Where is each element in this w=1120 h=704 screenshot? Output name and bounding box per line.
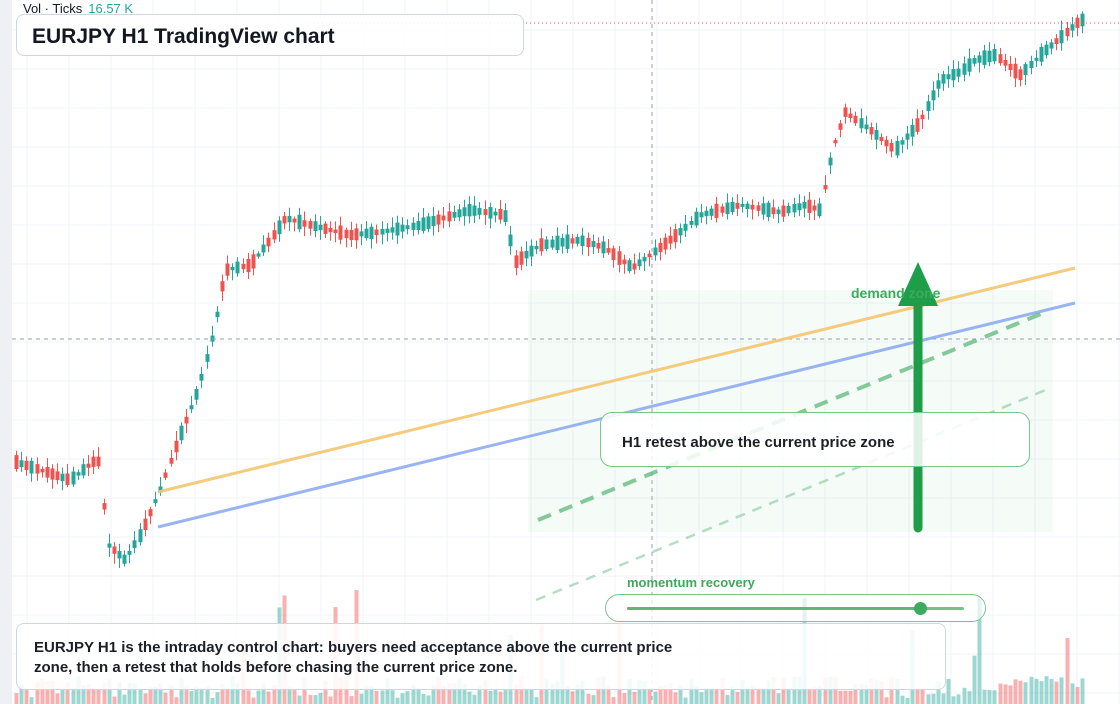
volume-legend: Vol · Ticks 16.57 K (23, 1, 133, 16)
volume-legend-label: Vol · Ticks (23, 1, 83, 16)
momentum-fill (627, 607, 921, 610)
chart-title-box: EURJPY H1 TradingView chart (16, 14, 524, 56)
summary-text: EURJPY H1 is the intraday control chart:… (34, 639, 673, 676)
momentum-slider[interactable] (605, 594, 986, 622)
volume-legend-value: 16.57 K (88, 1, 134, 16)
projection-lower-dashed (535, 387, 1049, 602)
momentum-label: momentum recovery (627, 575, 755, 590)
momentum-knob[interactable] (914, 602, 928, 615)
chart-title: EURJPY H1 TradingView chart (32, 25, 335, 48)
momentum-track (627, 602, 964, 615)
candles (14, 11, 1085, 568)
left-scale-strip (0, 0, 12, 704)
demand-zone-label: demand zone (851, 285, 941, 301)
retest-callout: H1 retest above the current price zone (600, 412, 1030, 467)
retest-callout-text: H1 retest above the current price zone (622, 434, 895, 451)
summary-box: EURJPY H1 is the intraday control chart:… (16, 623, 946, 690)
